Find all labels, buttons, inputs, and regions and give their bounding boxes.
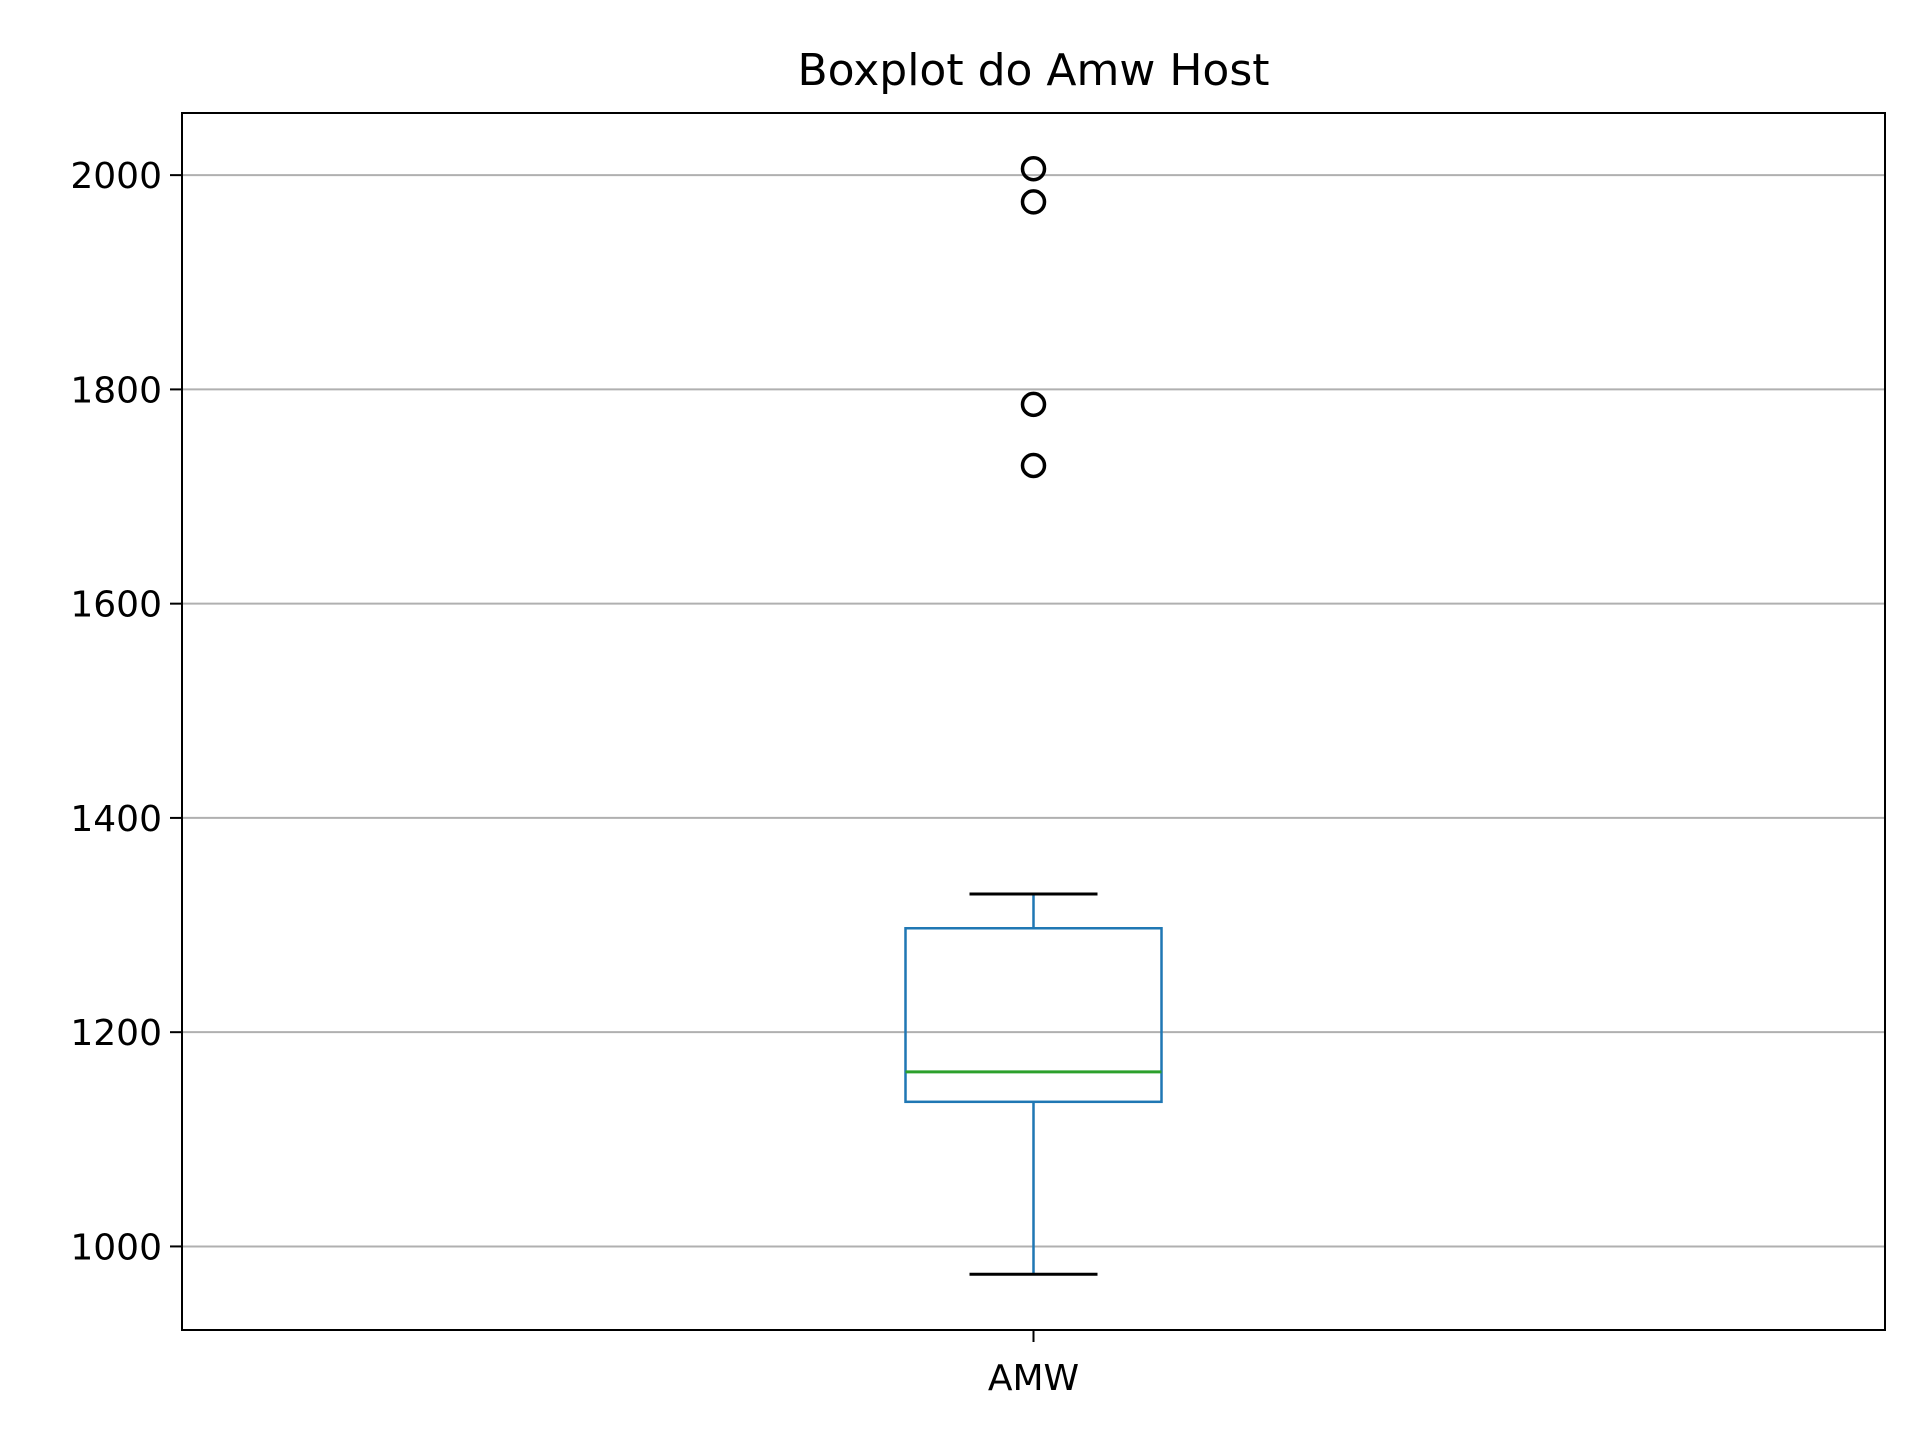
grid-lines [182,174,1885,1248]
box-series [904,155,1163,1276]
iqr-box [904,927,1163,1104]
plot-frame [181,112,1886,1331]
box-group [904,155,1163,1276]
x-axis-ticks: AMW [988,1330,1079,1399]
y-axis-ticks: 1000 1200 1400 1600 1800 2000 [70,156,182,1268]
y-tick-label: 1200 [70,1013,162,1054]
y-tick-label: 1400 [70,799,162,840]
outlier-point [1020,391,1047,418]
y-tick-label: 2000 [70,156,162,197]
chart-title: Boxplot do Amw Host [797,45,1269,96]
y-tick-label: 1600 [70,585,162,626]
x-tick-label: AMW [988,1358,1079,1399]
y-tick-label: 1000 [70,1227,162,1268]
outlier-point [1020,452,1047,479]
y-tick-label: 1800 [70,370,162,411]
outlier-point [1020,155,1047,182]
outlier-point [1020,189,1047,215]
